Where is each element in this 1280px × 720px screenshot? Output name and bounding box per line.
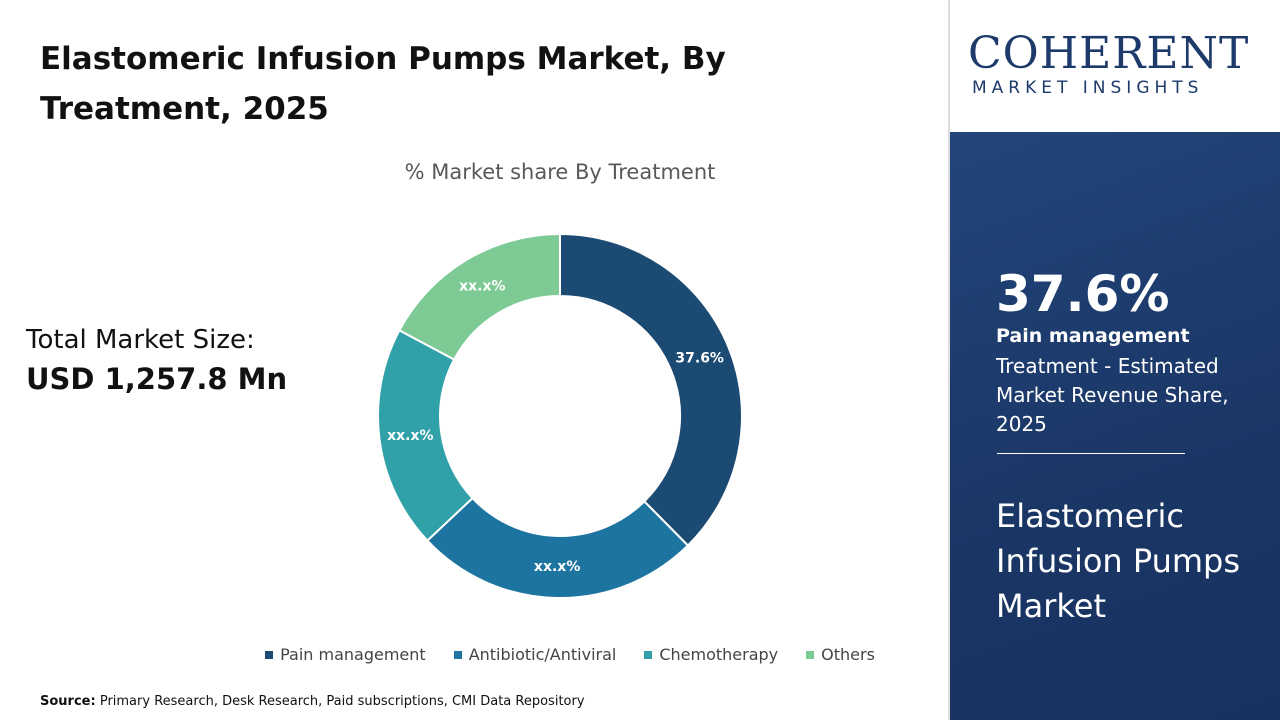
legend-label: Chemotherapy [659,645,779,664]
market-size-value: USD 1,257.8 Mn [26,362,288,396]
legend-label: Pain management [280,645,426,664]
data-label: xx.x% [534,559,580,575]
legend-label: Others [821,645,875,664]
divider [948,0,950,720]
legend-item: Others [806,645,875,664]
source-text: Primary Research, Desk Research, Paid su… [99,694,585,709]
data-label: 37.6% [675,351,724,367]
logo-tagline: MARKET INSIGHTS [972,78,1204,98]
legend-label: Antibiotic/Antiviral [468,645,617,664]
legend-swatch [644,650,653,659]
market-size-label: Total Market Size: [26,325,255,355]
source-label: Source: [40,694,96,709]
legend-swatch [453,650,462,659]
donut-slice [398,232,561,361]
highlight-value: 37.6% [996,265,1170,323]
chart-title: % Market share By Treatment [404,160,716,184]
highlight-category: Pain management [996,325,1190,347]
donut-slice [559,232,743,547]
logo-name: COHERENT [968,28,1250,79]
highlight-panel [950,132,1280,720]
highlight-market: Elastomeric Infusion Pumps Market [996,497,1241,625]
title: Elastomeric Infusion Pumps Market, By Tr… [40,41,726,127]
legend-swatch [265,650,274,659]
donut-slice [425,496,690,599]
chart: 37.6% xx.x% xx.x% xx.x% [377,232,743,599]
highlight-description: Treatment - Estimated Market Revenue Sha… [996,354,1229,436]
legend-item: Chemotherapy [644,645,778,664]
legend-item: Antibiotic/Antiviral [453,645,617,664]
data-label: xx.x% [387,428,433,444]
data-label: xx.x% [459,279,505,295]
legend: Pain management Antibiotic/Antiviral Chemo… [180,645,960,664]
legend-swatch [806,650,815,659]
legend-item: Pain management [265,645,426,664]
source: Source: Primary Research, Desk Research,… [40,694,585,709]
rule [997,453,1185,454]
